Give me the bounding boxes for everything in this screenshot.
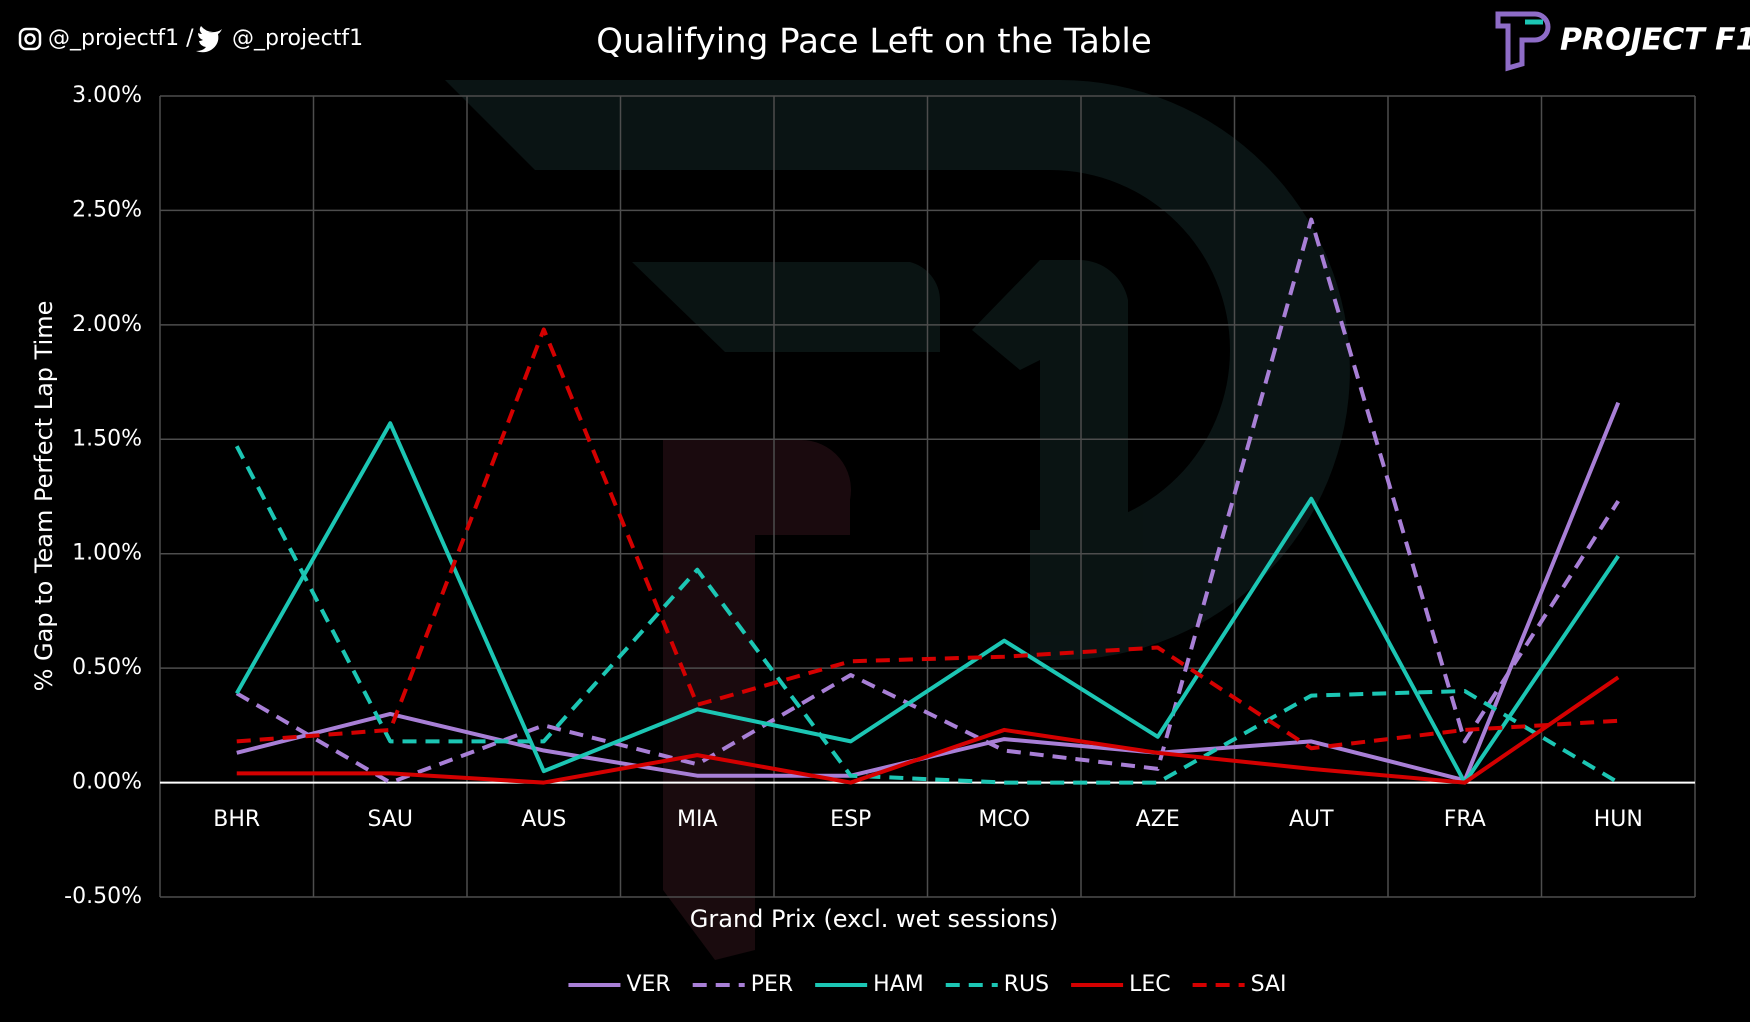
watermark-d xyxy=(445,80,1350,660)
twitter-handle: @_projectf1 xyxy=(232,26,363,51)
y-tick-label: 1.50% xyxy=(72,426,142,451)
x-tick-label: MIA xyxy=(677,807,718,832)
legend-label: RUS xyxy=(1004,972,1049,997)
x-tick-label: SAU xyxy=(367,807,413,832)
series-line xyxy=(236,327,1619,751)
x-tick-label: AUT xyxy=(1289,807,1334,832)
logo-mark xyxy=(1495,11,1551,72)
x-tick-label: AUS xyxy=(521,807,566,832)
y-tick-label: 1.00% xyxy=(72,541,142,566)
instagram-icon-lens xyxy=(24,33,36,45)
y-tick-label: 3.00% xyxy=(72,83,142,108)
y-axis-label: % Gap to Team Perfect Lap Time xyxy=(30,301,58,692)
watermark xyxy=(445,80,1350,960)
legend-label: VER xyxy=(626,972,670,997)
x-tick-label: FRA xyxy=(1444,807,1486,832)
series-line xyxy=(236,675,1620,785)
logo-text: PROJECT F1 xyxy=(1560,23,1750,58)
instagram-handle: @_projectf1 / xyxy=(48,26,194,51)
x-tick-label: AZE xyxy=(1136,807,1180,832)
watermark-red xyxy=(663,439,852,960)
chart-title: Qualifying Pace Left on the Table xyxy=(596,22,1152,62)
x-axis-label: Grand Prix (excl. wet sessions) xyxy=(690,905,1058,933)
legend-label: HAM xyxy=(873,972,924,997)
series-line xyxy=(235,217,1620,785)
social-icons xyxy=(18,26,222,53)
series-line xyxy=(235,421,1620,785)
legend: VER PER HAM RUS LEC SAI xyxy=(568,972,1287,997)
legend-label: SAI xyxy=(1251,972,1287,997)
logo-icon xyxy=(1495,11,1551,72)
x-tick-label: HUN xyxy=(1594,807,1643,832)
y-tick-label: 0.00% xyxy=(72,770,142,795)
instagram-icon xyxy=(18,27,42,51)
y-tick-label: 0.50% xyxy=(72,655,142,680)
x-tick-label: MCO xyxy=(978,807,1030,832)
x-tick-label: ESP xyxy=(830,807,871,832)
y-tick-label: 2.50% xyxy=(72,197,142,222)
legend-label: LEC xyxy=(1129,972,1171,997)
watermark-1 xyxy=(972,260,1128,530)
y-tick-label: -0.50% xyxy=(64,884,142,909)
x-tick-label: BHR xyxy=(213,807,260,832)
watermark-p xyxy=(632,262,940,352)
y-tick-label: 2.00% xyxy=(72,312,142,337)
twitter-icon xyxy=(196,26,222,53)
legend-label: PER xyxy=(751,972,793,997)
